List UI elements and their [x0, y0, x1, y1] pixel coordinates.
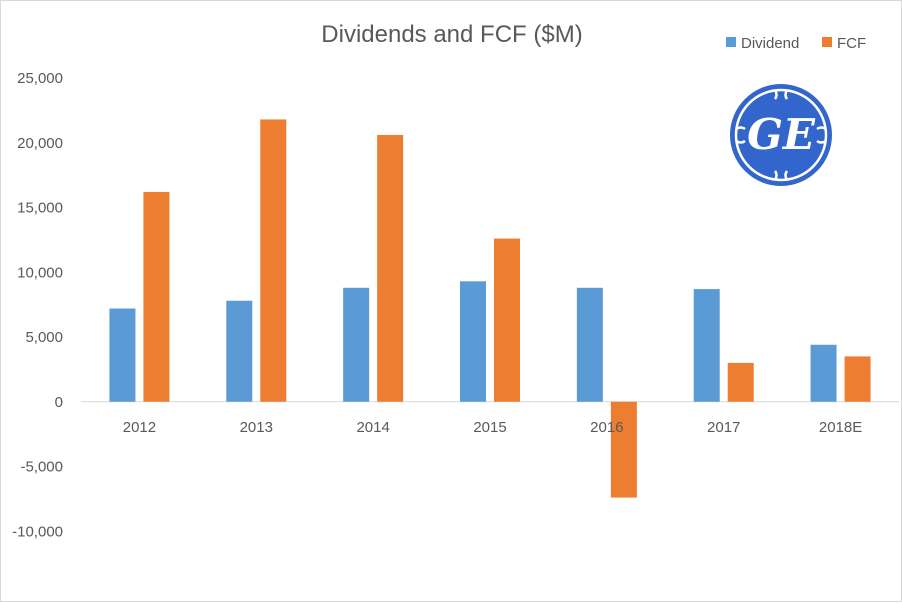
- chart-title: Dividends and FCF ($M): [321, 21, 583, 48]
- ge-logo-icon: GE: [730, 84, 832, 186]
- y-axis: 25,000 20,000 15,000 10,000 5,000 0 -5,000 -10,…: [12, 70, 63, 540]
- bar-fcf-2012: [143, 191, 170, 402]
- legend: Dividend FCF: [726, 35, 866, 52]
- y-tick-label: -5,000: [20, 459, 63, 476]
- bars-group: [109, 119, 871, 498]
- bar-dividend-2014: [343, 287, 370, 402]
- y-tick-label: 10,000: [17, 264, 63, 281]
- bar-fcf-2015: [494, 238, 520, 402]
- x-tick-label: 2012: [123, 419, 156, 436]
- bar-dividend-2018e: [810, 344, 837, 402]
- bar-dividend-2016: [576, 287, 603, 402]
- legend-swatch-fcf: [822, 37, 832, 47]
- bar-dividend-2012: [109, 308, 136, 402]
- bar-fcf-2013: [260, 119, 287, 402]
- legend-label-dividend: Dividend: [741, 35, 799, 52]
- y-tick-label: 0: [55, 394, 63, 411]
- bar-fcf-2018e: [844, 356, 871, 402]
- y-tick-label: 15,000: [17, 200, 63, 217]
- x-tick-label: 2014: [356, 419, 389, 436]
- logo-text: GE: [747, 110, 816, 159]
- bar-fcf-2014: [377, 134, 404, 402]
- y-tick-label: 5,000: [25, 329, 63, 346]
- x-axis: 2012 2013 2014 2015 2016 2017 2018E: [123, 419, 863, 436]
- y-tick-label: 20,000: [17, 135, 63, 152]
- x-tick-label: 2017: [707, 419, 740, 436]
- legend-label-fcf: FCF: [837, 35, 866, 52]
- x-tick-label: 2013: [240, 419, 273, 436]
- x-tick-label: 2015: [473, 419, 506, 436]
- bar-fcf-2017: [727, 362, 754, 402]
- bar-dividend-2017: [693, 289, 720, 402]
- y-tick-label: -10,000: [12, 523, 63, 540]
- bar-fcf-2016: [610, 401, 637, 498]
- legend-swatch-dividend: [726, 37, 736, 47]
- y-tick-label: 25,000: [17, 70, 63, 87]
- bar-dividend-2015: [460, 281, 486, 402]
- bar-dividend-2013: [226, 300, 253, 402]
- x-tick-label: 2016: [590, 419, 623, 436]
- x-tick-label: 2018E: [819, 419, 862, 436]
